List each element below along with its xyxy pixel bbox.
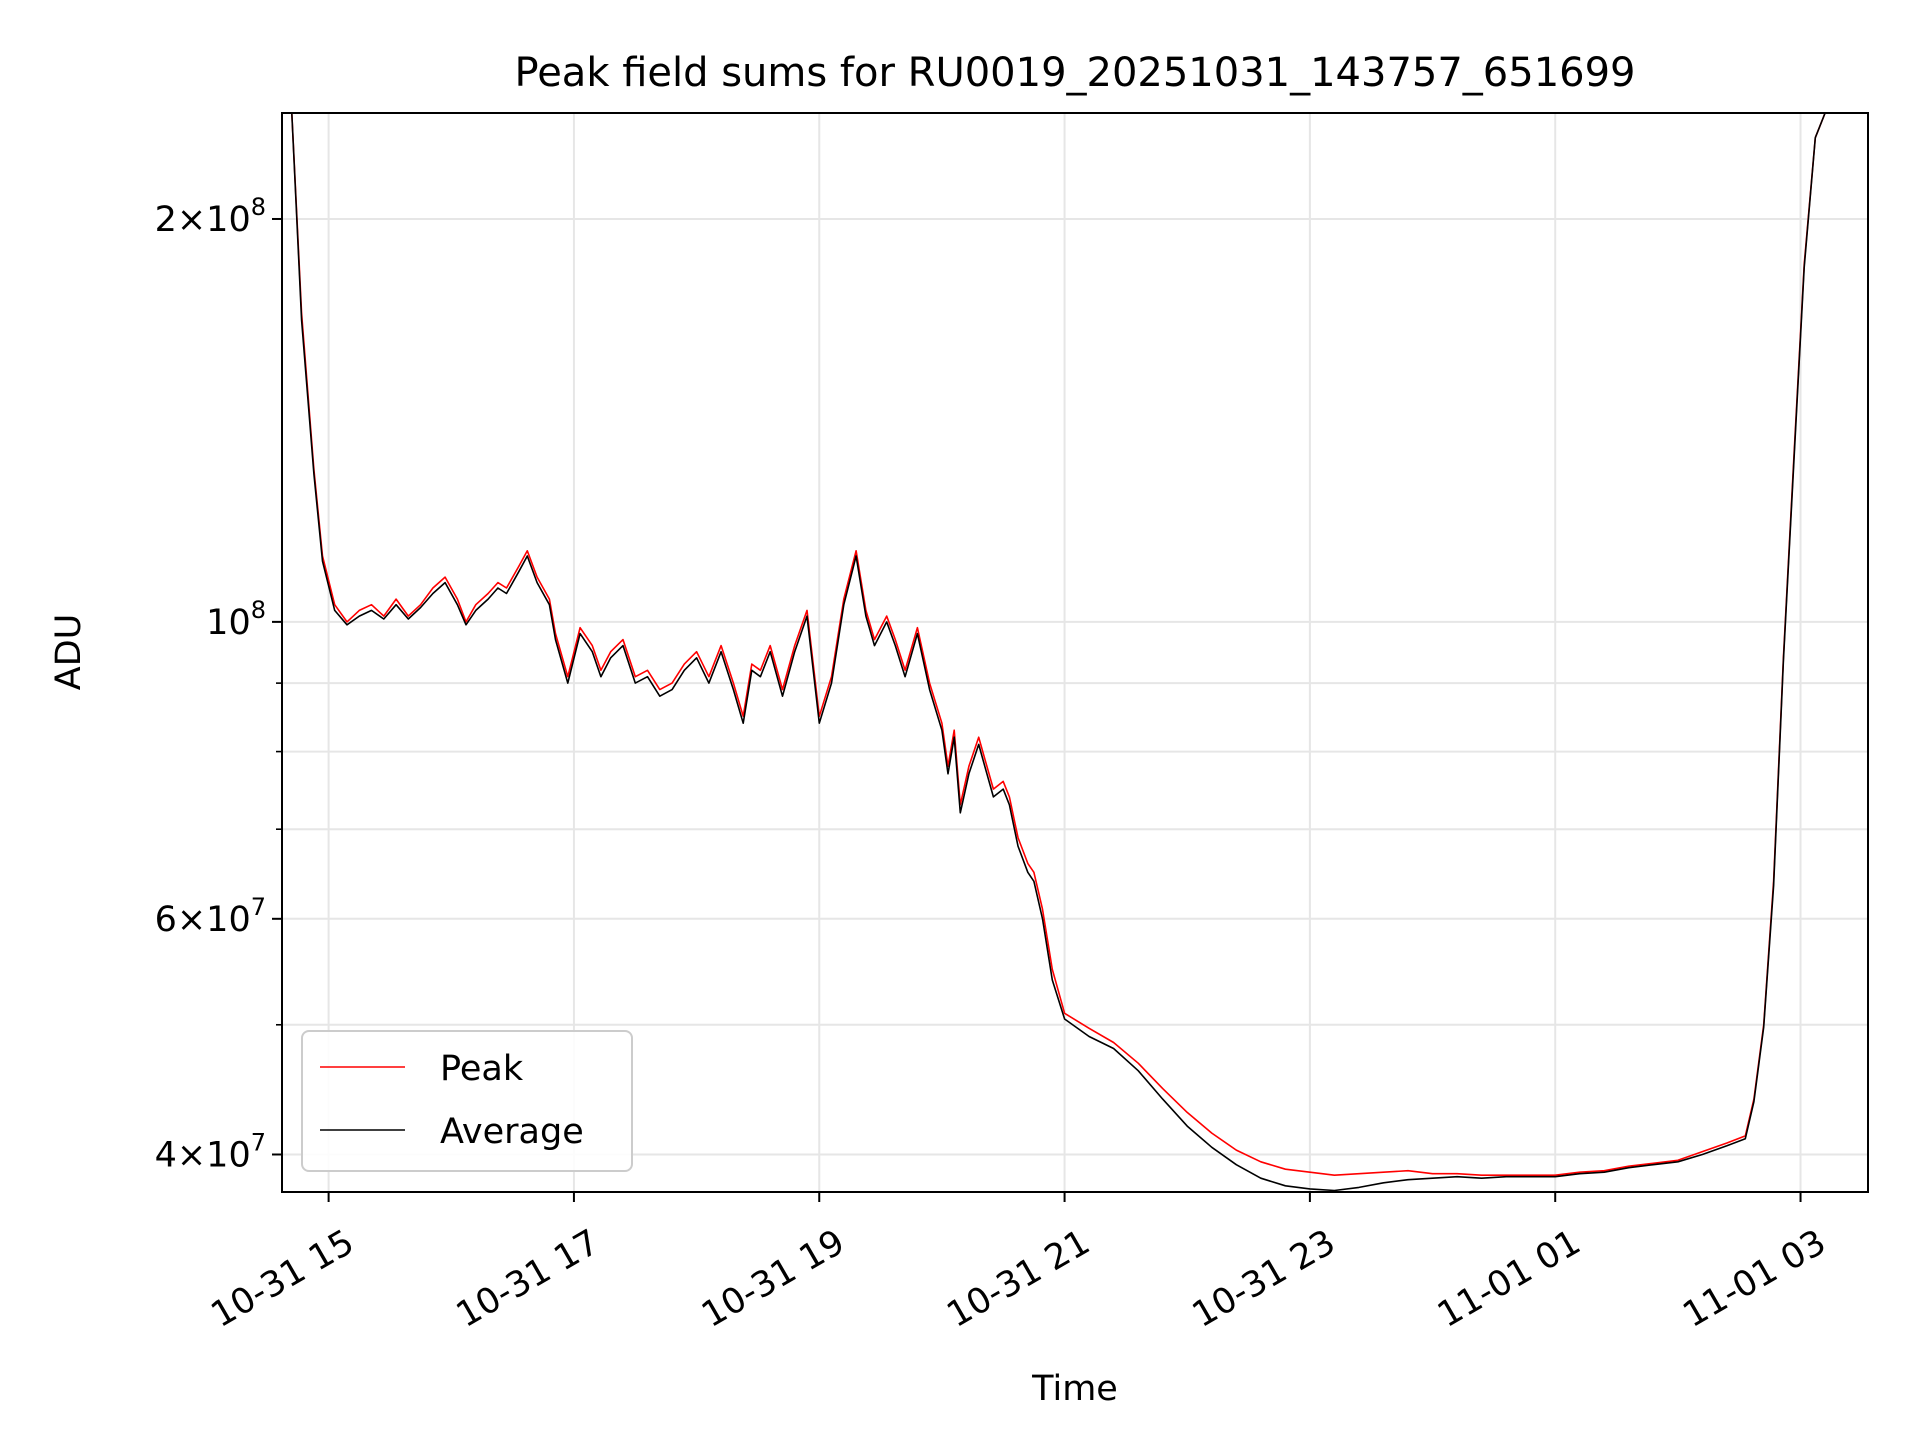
series-line-average — [282, 113, 1868, 1192]
series-line-peak — [282, 113, 1868, 1176]
legend: Peak Average — [301, 1030, 633, 1172]
y-tick-label: 108 — [206, 596, 266, 643]
y-axis: 108 2×108 4×107 6×107 — [155, 193, 282, 1175]
series-layer — [282, 113, 1868, 1192]
chart-title: Peak field sums for RU0019_20251031_1437… — [515, 50, 1636, 96]
y-tick-label: 4×107 — [155, 1128, 266, 1175]
grid — [282, 113, 1868, 1192]
y-tick-label: 6×107 — [155, 893, 266, 940]
axes-frame — [281, 112, 1869, 1193]
legend-box — [301, 1030, 633, 1172]
legend-label-peak: Peak — [440, 1049, 524, 1089]
y-tick-label: 2×108 — [155, 193, 266, 240]
x-axis-label: Time — [1031, 1369, 1118, 1409]
legend-label-average: Average — [440, 1112, 584, 1152]
y-axis-label: ADU — [49, 614, 89, 691]
